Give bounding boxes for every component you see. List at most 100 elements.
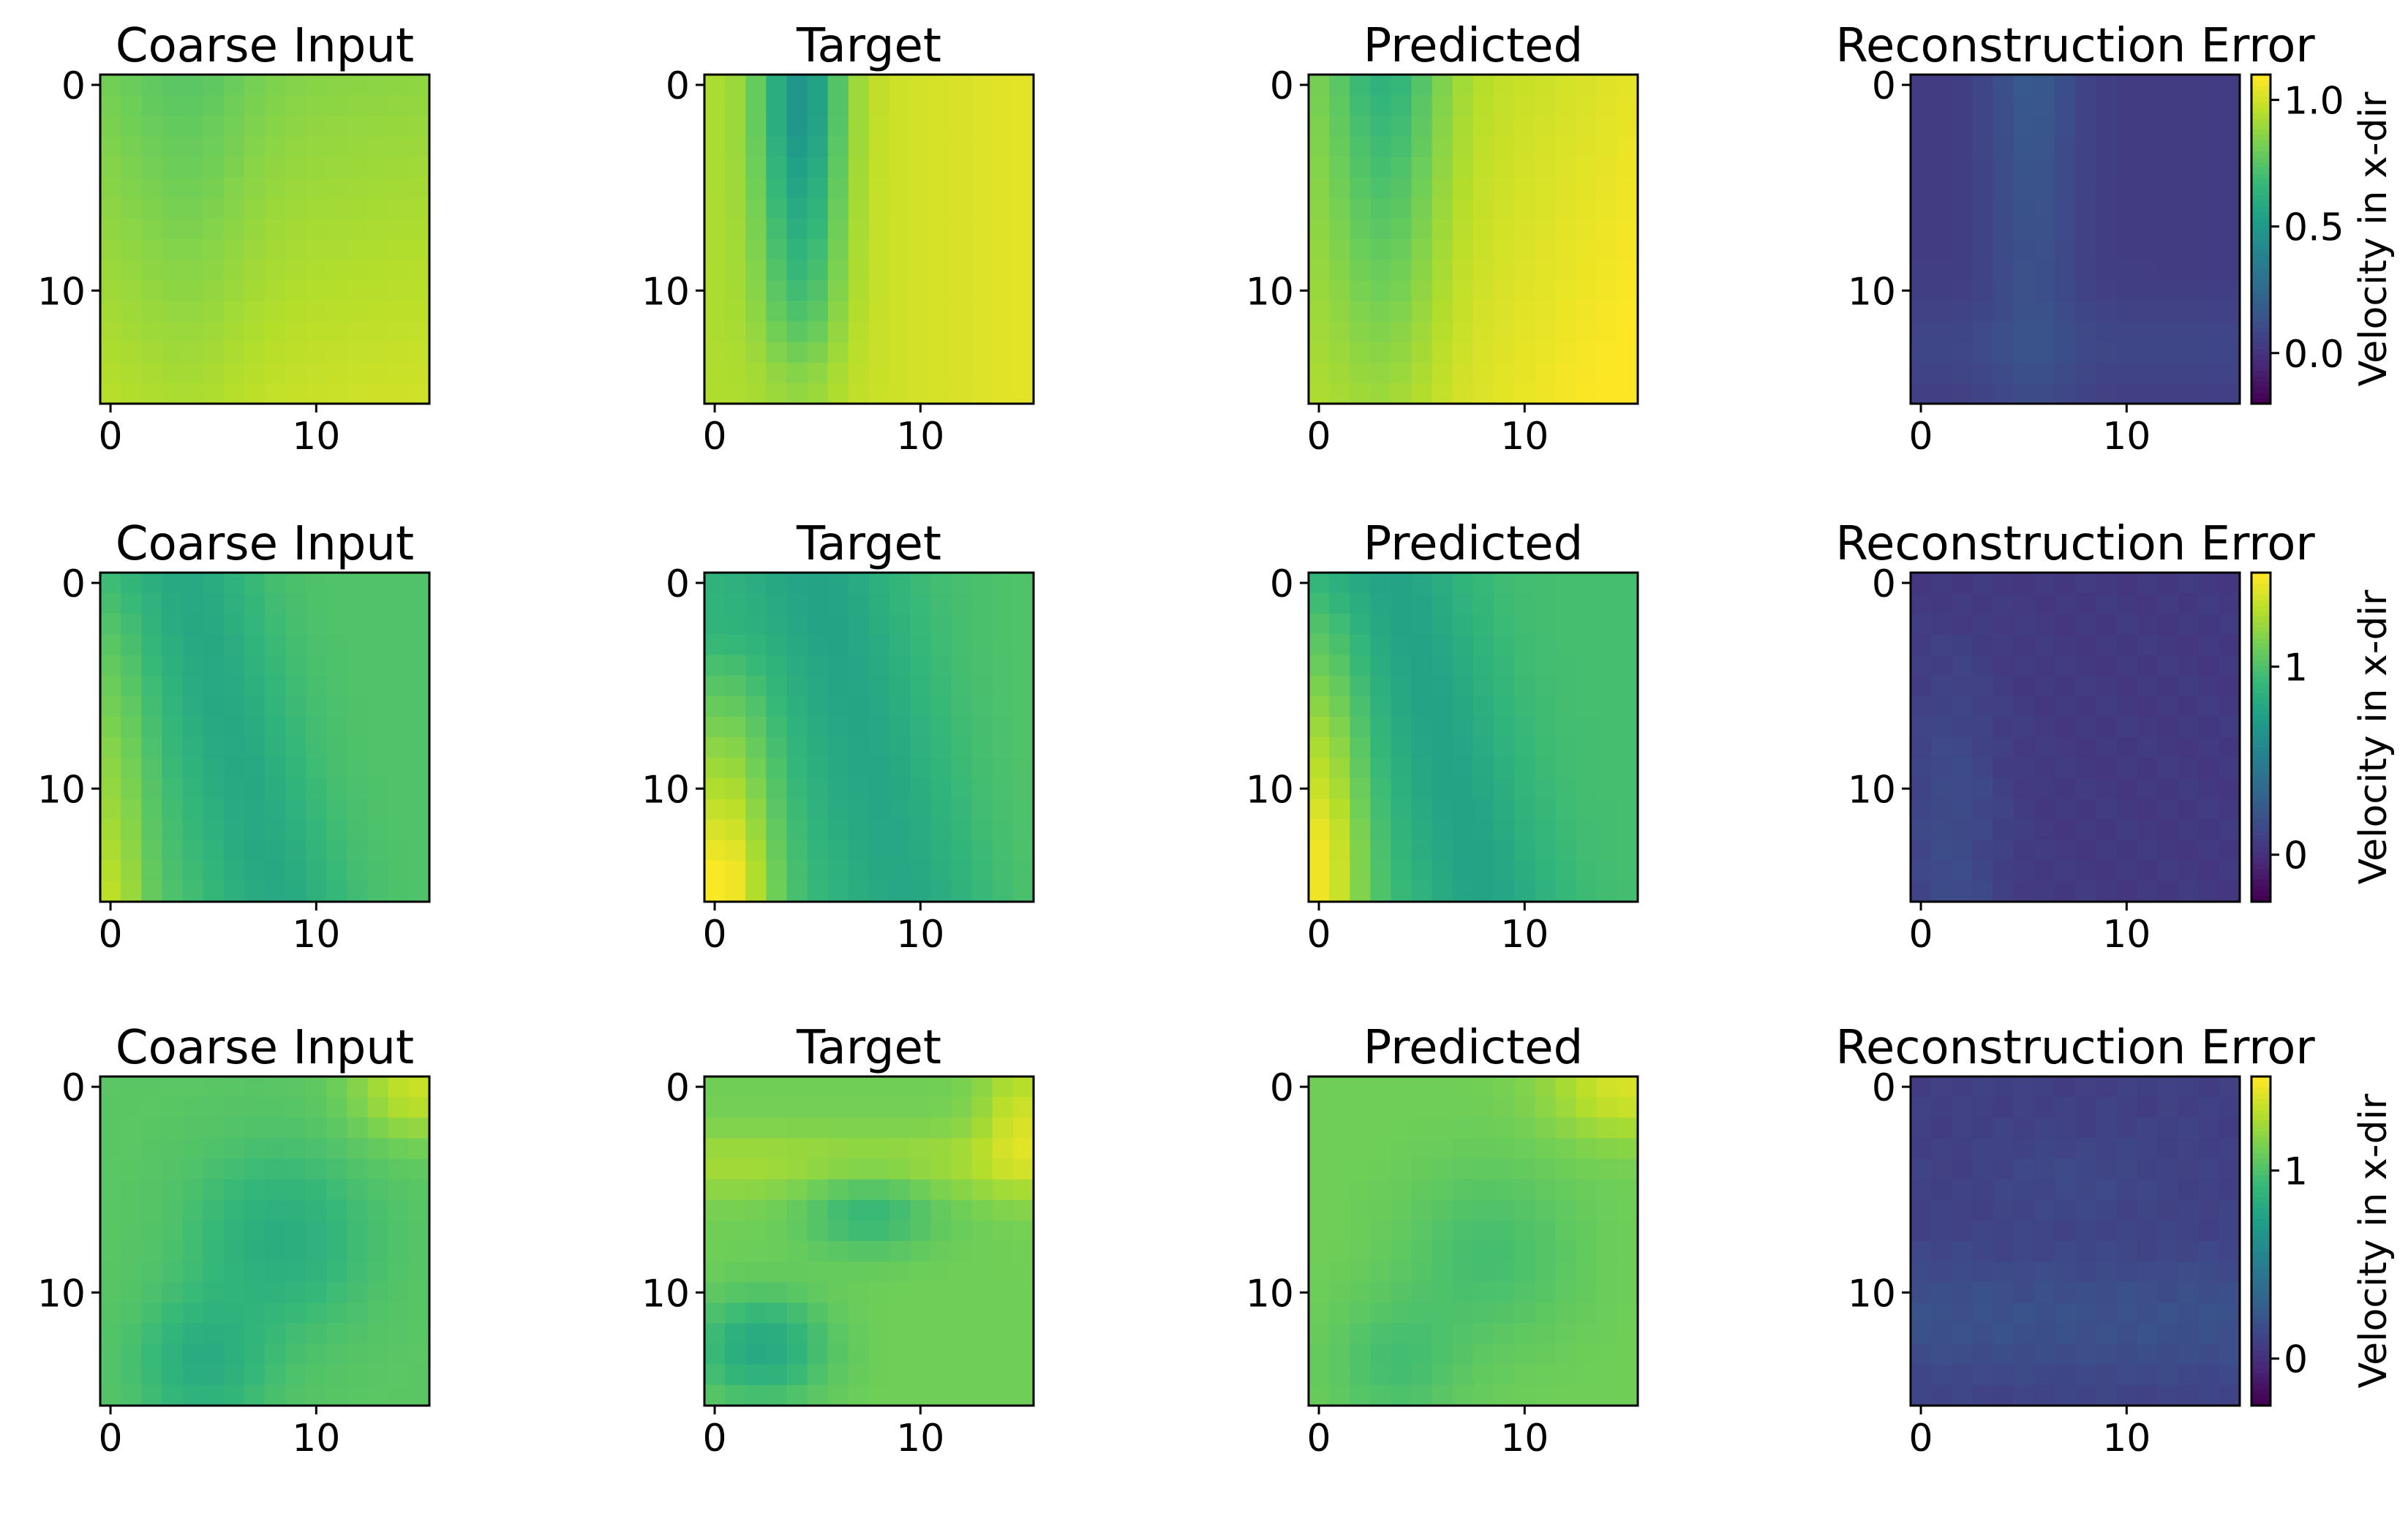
heatmap-cell: [1431, 1199, 1453, 1221]
heatmap-cell: [704, 799, 726, 821]
heatmap-cell: [285, 1302, 306, 1324]
heatmap-cell: [1617, 1077, 1638, 1098]
heatmap-cell: [203, 799, 225, 821]
heatmap-cell: [1309, 860, 1330, 882]
colorbar-segment: [2251, 1334, 2270, 1341]
heatmap-cell: [766, 716, 788, 738]
heatmap-cell: [162, 382, 184, 404]
heatmap-cell: [162, 614, 184, 635]
heatmap-cell: [1309, 1343, 1330, 1365]
heatmap-cell: [1952, 840, 1973, 861]
heatmap-cell: [1972, 1343, 1994, 1365]
heatmap-cell: [992, 573, 1014, 594]
heatmap-cell: [1911, 1302, 1932, 1324]
heatmap-cell: [203, 1262, 225, 1283]
heatmap-cell: [704, 177, 726, 199]
heatmap-cell: [408, 1117, 430, 1139]
heatmap-cell: [2075, 695, 2096, 717]
heatmap-cell: [141, 239, 162, 260]
heatmap-cell: [162, 301, 184, 323]
heatmap-cell: [1391, 1077, 1412, 1098]
colorbar-segment: [2251, 1312, 2270, 1319]
heatmap-cell: [1931, 1138, 1952, 1160]
heatmap-cell: [1911, 634, 1932, 656]
heatmap-cell: [2096, 860, 2117, 882]
heatmap-cell: [725, 799, 746, 821]
heatmap-cell: [971, 1282, 993, 1303]
colorbar-segment: [2251, 573, 2270, 579]
heatmap-cell: [1431, 197, 1453, 219]
heatmap-cell: [265, 881, 286, 902]
colorbar-segment: [2251, 666, 2270, 672]
colorbar-segment: [2251, 86, 2270, 92]
heatmap-cell: [1555, 655, 1577, 676]
colorbar-tick-label: 0.5: [2284, 206, 2344, 250]
heatmap-cell: [745, 819, 767, 841]
heatmap-cell: [951, 1199, 973, 1221]
heatmap-cell: [2198, 1220, 2220, 1242]
heatmap-cell: [223, 177, 245, 199]
heatmap-cell: [265, 573, 286, 594]
heatmap-cell: [827, 321, 849, 343]
heatmap-cell: [1993, 1097, 2014, 1118]
heatmap-cell: [786, 860, 808, 882]
heatmap-cell: [2075, 321, 2096, 343]
heatmap-cell: [1391, 1302, 1412, 1324]
heatmap-cell: [1431, 136, 1453, 158]
heatmap-cell: [971, 881, 993, 902]
heatmap-cell: [244, 342, 266, 363]
heatmap-cell: [1576, 737, 1598, 758]
heatmap-cell: [244, 1220, 266, 1242]
heatmap-cell: [971, 1138, 993, 1160]
axes-frame: [99, 571, 431, 903]
heatmap-cell: [2219, 1220, 2240, 1242]
heatmap-cell: [285, 1220, 306, 1242]
heatmap-cell: [745, 157, 767, 178]
heatmap-cell: [869, 1302, 890, 1324]
heatmap-cell: [2178, 157, 2200, 178]
heatmap-cell: [1514, 301, 1535, 323]
heatmap-cell: [1972, 1199, 1994, 1221]
heatmap-cell: [182, 1302, 204, 1324]
heatmap-cell: [2137, 95, 2159, 116]
heatmap-cell: [121, 280, 142, 301]
heatmap-cell: [244, 1138, 266, 1160]
heatmap-cell: [1329, 321, 1350, 343]
heatmap-cell: [1993, 1282, 2014, 1303]
heatmap-cell: [100, 239, 121, 260]
heatmap-cell: [2219, 321, 2240, 343]
heatmap-cell: [388, 301, 410, 323]
heatmap-cell: [367, 1384, 389, 1406]
heatmap-cell: [2219, 1199, 2240, 1221]
colorbar-segment: [2251, 753, 2270, 760]
heatmap-cell: [725, 573, 746, 594]
colorbar-segment: [2251, 1224, 2270, 1231]
heatmap-cell: [2178, 573, 2200, 594]
heatmap-cell: [951, 1097, 973, 1118]
heatmap-cell: [1370, 342, 1392, 363]
heatmap-cell: [2137, 239, 2159, 260]
heatmap-cell: [786, 819, 808, 841]
heatmap-cell: [1391, 218, 1412, 240]
heatmap-cell: [121, 860, 142, 882]
heatmap-cell: [162, 157, 184, 178]
heatmap-cell: [265, 362, 286, 384]
heatmap-cell: [1596, 860, 1618, 882]
heatmap-cell: [2033, 342, 2055, 363]
heatmap-cell: [951, 758, 973, 779]
heatmap-cell: [2219, 1384, 2240, 1406]
heatmap-cell: [2013, 1384, 2035, 1406]
heatmap-cell: [265, 342, 286, 363]
heatmap-cell: [869, 301, 890, 323]
heatmap-cell: [285, 695, 306, 717]
heatmap-cell: [2013, 655, 2035, 676]
heatmap-cell: [2219, 573, 2240, 594]
heatmap-cell: [2219, 881, 2240, 902]
heatmap-cell: [1370, 860, 1392, 882]
heatmap-cell: [388, 1097, 410, 1118]
heatmap-cell: [1952, 695, 1973, 717]
heatmap-cell: [1596, 1343, 1618, 1365]
heatmap-cell: [827, 819, 849, 841]
colorbar-segment: [2251, 830, 2270, 837]
heatmap-cell: [704, 819, 726, 841]
